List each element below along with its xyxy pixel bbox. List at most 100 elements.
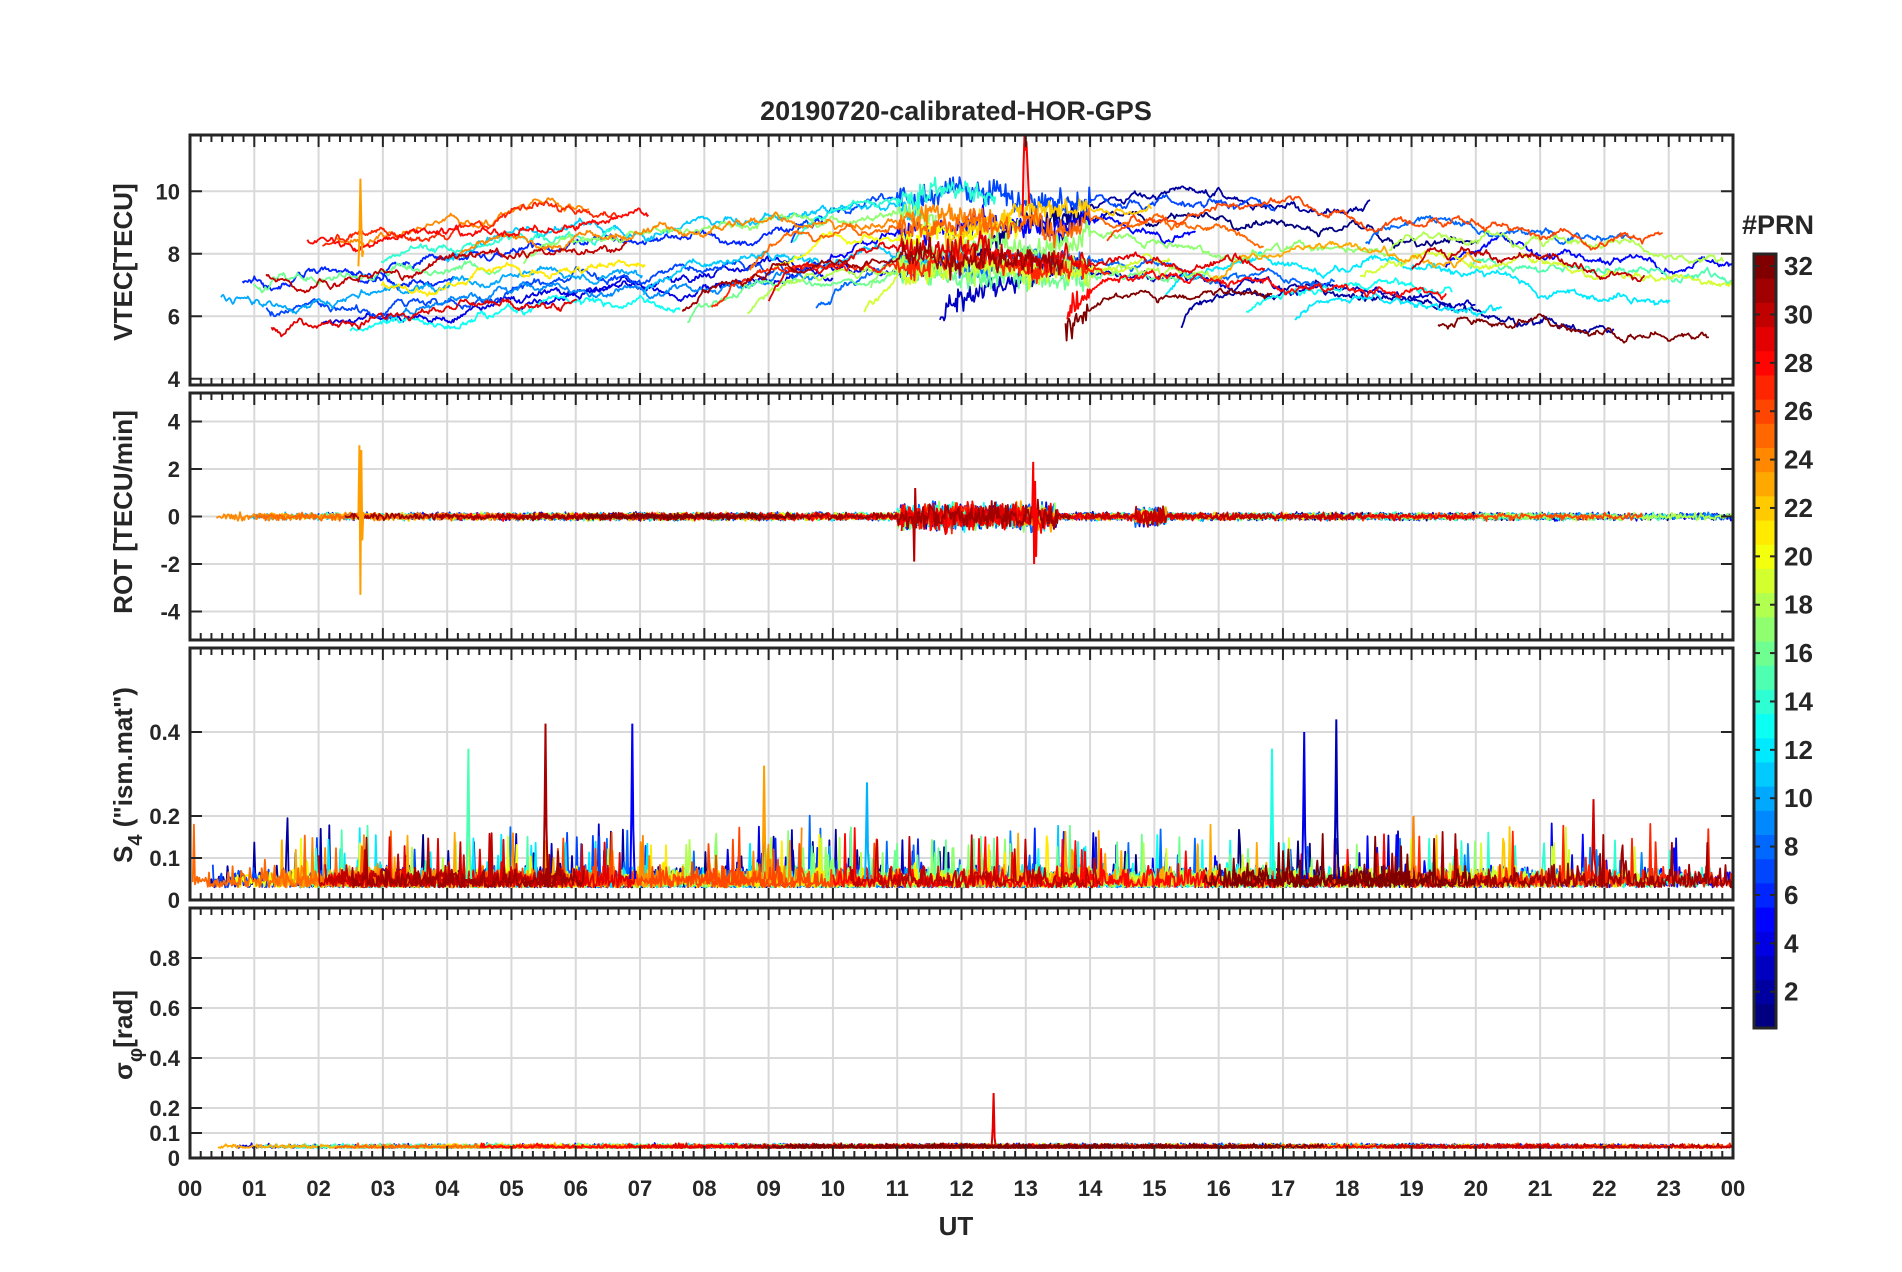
series-line-prn-27 bbox=[710, 239, 1111, 308]
panel-sigma: 00.10.20.40.60.8σφ[rad] bbox=[108, 906, 1735, 1171]
y-axis-label-rot: ROT [TECU/min] bbox=[108, 410, 138, 614]
x-ticks bbox=[189, 135, 1734, 385]
series-line-prn-13 bbox=[349, 294, 681, 332]
series-line-prn-30 bbox=[1411, 246, 1646, 283]
y-label-rest: [rad] bbox=[108, 990, 138, 1048]
colorbar-swatch bbox=[1754, 447, 1776, 473]
y-tick-label: 8 bbox=[168, 242, 180, 267]
spikes bbox=[357, 445, 1038, 595]
series-line-prn-32 bbox=[586, 511, 799, 521]
colorbar-title: #PRN bbox=[1742, 210, 1814, 240]
colorbar-tick-label: 30 bbox=[1784, 299, 1813, 329]
x-tick-label: 07 bbox=[628, 1176, 652, 1201]
x-tick-label: 00 bbox=[1721, 1176, 1745, 1201]
series-line-prn-30 bbox=[849, 834, 1102, 889]
colorbar-swatch bbox=[1754, 1003, 1776, 1029]
colorbar-tick-label: 28 bbox=[1784, 348, 1813, 378]
y-tick-label: 0.4 bbox=[149, 1046, 180, 1071]
y-axis-rot: -4 -2 0 2 4 bbox=[160, 410, 1733, 625]
series-line-prn-31 bbox=[350, 836, 585, 889]
colorbar-swatch bbox=[1754, 810, 1776, 835]
spike-rot-1115 bbox=[912, 487, 918, 562]
x-tick-label: 09 bbox=[756, 1176, 780, 1201]
y-tick-label: 4 bbox=[168, 410, 181, 435]
colorbar-swatch bbox=[1754, 689, 1776, 715]
colorbar-swatch bbox=[1754, 834, 1776, 860]
spikes bbox=[465, 719, 1733, 880]
spikes bbox=[990, 1092, 997, 1146]
series-line-prn-21 bbox=[380, 259, 646, 297]
colorbar-tick-label: 12 bbox=[1784, 735, 1813, 765]
x-tick-label: 12 bbox=[949, 1176, 973, 1201]
series-line-prn-17 bbox=[522, 203, 937, 265]
x-tick-label: 20 bbox=[1464, 1176, 1488, 1201]
x-tick-label: 22 bbox=[1592, 1176, 1616, 1201]
y-tick-label: 0 bbox=[168, 1146, 180, 1171]
series-line-prn-30 bbox=[1382, 1142, 1733, 1149]
x-tick-label: 13 bbox=[1014, 1176, 1038, 1201]
y-tick-label: 0.2 bbox=[149, 804, 180, 829]
series-line-prn-22 bbox=[944, 190, 1153, 251]
x-ticks bbox=[189, 648, 1734, 900]
series-line-prn-12 bbox=[1294, 292, 1503, 321]
y-axis-vtec: 4 6 8 10 bbox=[156, 179, 1733, 392]
x-axis-label: UT bbox=[939, 1211, 974, 1241]
series-line-prn-32 bbox=[771, 1142, 1276, 1149]
x-tick-label: 17 bbox=[1271, 1176, 1295, 1201]
colorbar-swatch bbox=[1754, 955, 1776, 981]
y-axis-s4: 0 0.1 0.2 0.4 bbox=[149, 720, 1733, 913]
spike-s4-3 bbox=[761, 765, 768, 880]
spike-s4-10 bbox=[864, 782, 871, 880]
y-label-main: S bbox=[108, 846, 138, 863]
x-tick-label: 04 bbox=[435, 1176, 460, 1201]
series-line-prn-27 bbox=[322, 200, 619, 247]
x-tick-label: 02 bbox=[306, 1176, 330, 1201]
colorbar-tick-label: 14 bbox=[1784, 686, 1813, 716]
colorbar-swatch bbox=[1754, 786, 1776, 811]
series-line-prn-32 bbox=[1437, 313, 1710, 344]
x-tick-label: 15 bbox=[1142, 1176, 1166, 1201]
series-line-prn-10 bbox=[220, 265, 644, 315]
y-tick-label: 6 bbox=[168, 304, 180, 329]
colorbar-swatch bbox=[1754, 423, 1776, 448]
chart-title: 20190720-calibrated-HOR-GPS bbox=[760, 96, 1152, 126]
spike-s4-8 bbox=[1410, 815, 1418, 880]
spike-s4-9 bbox=[1590, 799, 1598, 880]
series-group bbox=[217, 1142, 1733, 1149]
panel-rot: -4 -2 0 2 4 ROT [TECU/min] bbox=[108, 391, 1735, 642]
x-ticks bbox=[189, 393, 1734, 640]
y-tick-label: -4 bbox=[160, 600, 180, 625]
colorbar-swatch bbox=[1754, 495, 1776, 521]
series-line-prn-31 bbox=[1370, 831, 1733, 889]
series-line-prn-26 bbox=[1359, 511, 1644, 522]
series-line-prn-28 bbox=[1066, 269, 1447, 320]
x-axis: 00 01 02 03 04 05 06 07 08 09 10 11 12 13 14 15 16 17 18 19… bbox=[178, 1176, 1745, 1201]
x-tick-label: 14 bbox=[1078, 1176, 1103, 1201]
series-line-prn-32 bbox=[1064, 287, 1273, 342]
series-line-prn-32 bbox=[1230, 835, 1476, 889]
spike-vtec-0240 bbox=[357, 178, 365, 267]
x-tick-label: 05 bbox=[499, 1176, 523, 1201]
series-group bbox=[215, 498, 1733, 536]
y-tick-label: 0.2 bbox=[149, 1096, 180, 1121]
series-group bbox=[191, 814, 1733, 889]
colorbar-tick-label: 8 bbox=[1784, 832, 1798, 862]
spike-s4-4 bbox=[1301, 731, 1309, 880]
series-line-prn-20 bbox=[773, 216, 1019, 271]
x-tick-label: 16 bbox=[1206, 1176, 1230, 1201]
y-tick-label: 2 bbox=[168, 457, 180, 482]
colorbar-swatch bbox=[1754, 568, 1776, 594]
colorbar-swatch bbox=[1754, 592, 1776, 618]
spike-s4-0 bbox=[542, 723, 550, 880]
x-ticks bbox=[189, 908, 1734, 1158]
y-label-main: σ bbox=[108, 1062, 138, 1080]
colorbar-swatch bbox=[1754, 278, 1776, 303]
x-tick-label: 01 bbox=[242, 1176, 266, 1201]
colorbar-swatch bbox=[1754, 665, 1776, 690]
series-line-prn-6 bbox=[350, 217, 826, 284]
series-group bbox=[220, 176, 1733, 344]
colorbar-swatch bbox=[1754, 520, 1776, 545]
colorbar-tick-label: 10 bbox=[1784, 783, 1813, 813]
